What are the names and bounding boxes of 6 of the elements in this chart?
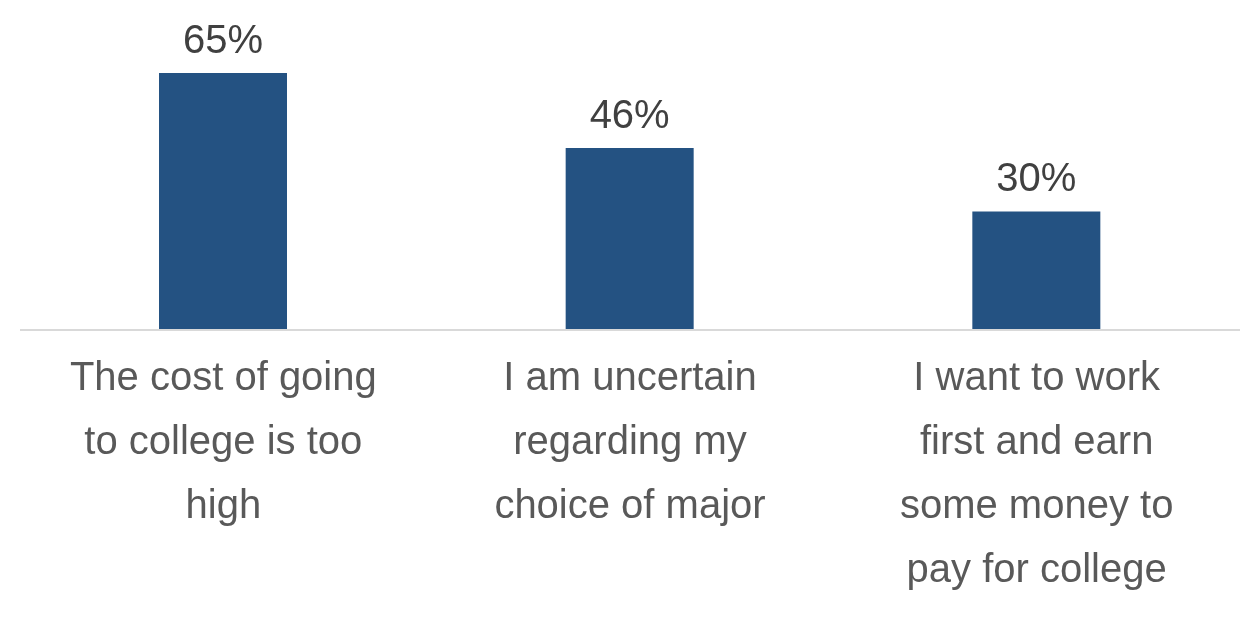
data-label: 46% xyxy=(589,92,670,137)
data-label: 30% xyxy=(996,155,1077,200)
x-tick-label: I want to work first and earn some money to pay for college xyxy=(899,354,1174,590)
x-tick-label: I am uncertain regarding my choice of major xyxy=(494,354,766,526)
x-tick-label: The cost of going to college is too high xyxy=(69,354,377,526)
data-label: 65% xyxy=(182,17,264,61)
